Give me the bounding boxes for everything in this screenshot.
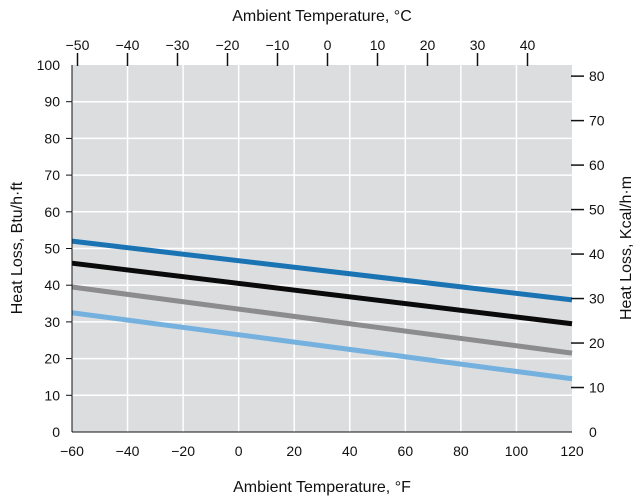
y2-tick-label: 0	[589, 424, 597, 440]
x2-tick-label: −20	[216, 37, 240, 53]
y-tick-label: 20	[44, 351, 60, 367]
x2-tick-label: −40	[116, 37, 140, 53]
y2-tick-label: 50	[589, 202, 605, 218]
x-tick-label: 20	[286, 443, 302, 459]
x2-tick-label: −10	[266, 37, 290, 53]
x-tick-label: 60	[398, 443, 414, 459]
y2-tick-label: 70	[589, 113, 605, 129]
y-tick-label: 90	[44, 94, 60, 110]
x2-tick-label: 40	[520, 37, 536, 53]
series-line-3	[71, 284, 573, 356]
y-tick-label: 40	[44, 277, 60, 293]
x-tick-label: 40	[342, 443, 358, 459]
y2-tick-label: 60	[589, 157, 605, 173]
x-tick-label: 100	[505, 443, 529, 459]
x-axis-title: Ambient Temperature, °F	[233, 479, 411, 496]
y2-tick-label: 10	[589, 380, 605, 396]
y-tick-label: 30	[44, 314, 60, 330]
series-line-4	[71, 310, 573, 382]
top-axis-title: Ambient Temperature, °C	[232, 8, 412, 25]
x-tick-label: 0	[235, 443, 243, 459]
x-tick-label: −40	[116, 443, 140, 459]
y2-tick-label: 20	[589, 335, 605, 351]
y-tick-label: 60	[44, 204, 60, 220]
series-lines	[71, 238, 573, 382]
y-tick-label: 50	[44, 241, 60, 257]
y-tick-label: 70	[44, 167, 60, 183]
y-tick-label: 10	[44, 387, 60, 403]
ticks: −60 −40 −20 0 20 40 60 80 100 1200102030405060708…	[37, 37, 605, 459]
x2-tick-label: −50	[66, 37, 90, 53]
right-axis-title: Heat Loss, Kcal/h·m	[618, 176, 635, 320]
x2-tick-label: 10	[370, 37, 386, 53]
x-tick-label: 80	[453, 443, 469, 459]
y-tick-label: 0	[52, 424, 60, 440]
x2-tick-label: 0	[324, 37, 332, 53]
x-tick-label: −60	[60, 443, 84, 459]
y2-tick-label: 80	[589, 68, 605, 84]
x-tick-label: 120	[560, 443, 584, 459]
x2-tick-label: −30	[166, 37, 190, 53]
series-line-1	[71, 238, 573, 303]
x-tick-label: −20	[171, 443, 195, 459]
x2-tick-label: 20	[420, 37, 436, 53]
series-line-2	[71, 260, 573, 327]
y2-tick-label: 40	[589, 246, 605, 262]
y-tick-label: 100	[37, 57, 61, 73]
x2-tick-label: 30	[470, 37, 486, 53]
y-tick-label: 80	[44, 130, 60, 146]
y2-tick-label: 30	[589, 291, 605, 307]
y-axis-title: Heat Loss, Btu/h·ft	[9, 181, 26, 314]
